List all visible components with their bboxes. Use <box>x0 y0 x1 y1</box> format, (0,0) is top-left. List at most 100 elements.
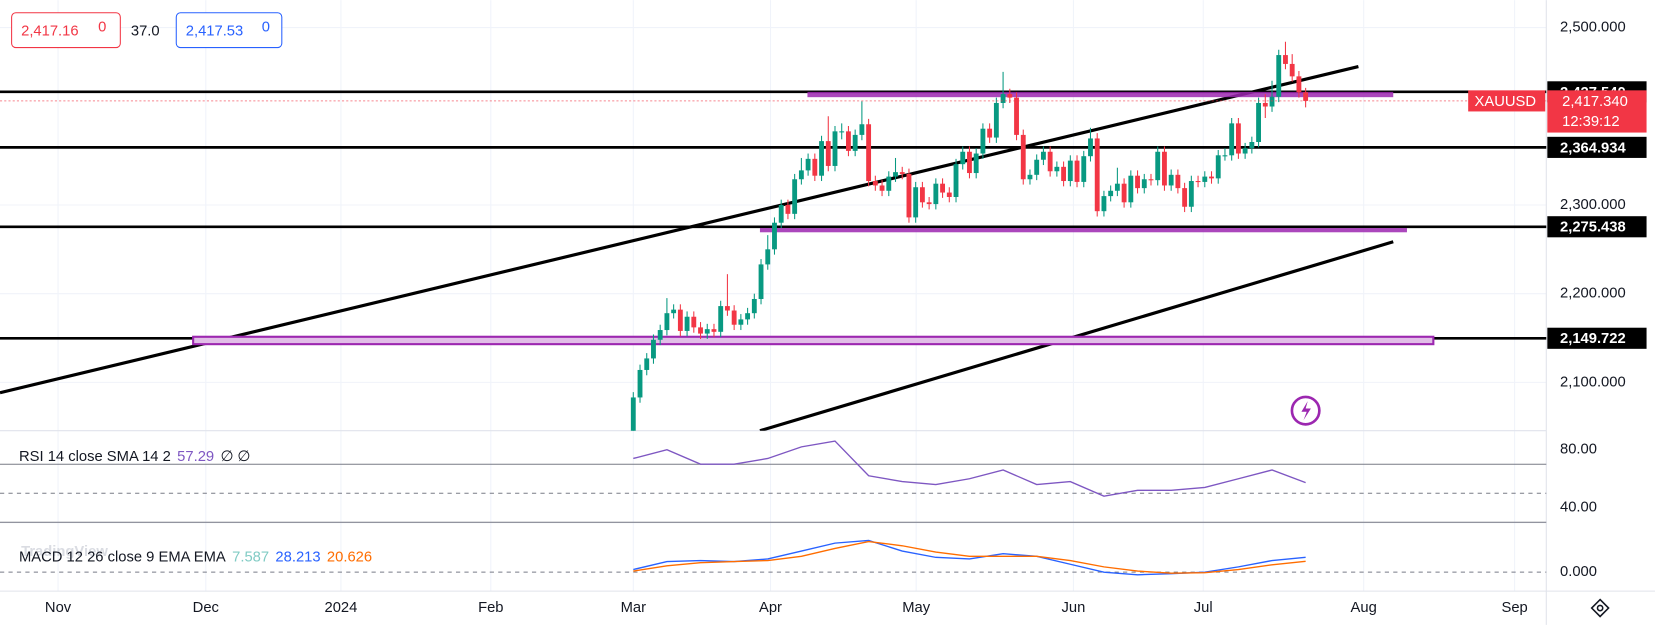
countdown: 12:39:12 <box>1562 114 1619 130</box>
zone <box>759 228 1407 233</box>
legend-part: 20.626 <box>327 549 372 565</box>
zones <box>192 91 1435 346</box>
candle-body <box>1256 102 1261 142</box>
candle-body <box>711 329 717 332</box>
settings-dot <box>1596 604 1604 612</box>
macd-tick-label: 0.000 <box>1560 564 1597 580</box>
event-icon[interactable] <box>1290 395 1321 426</box>
candle-body <box>644 358 650 370</box>
candle-body <box>1283 55 1288 64</box>
rsi-tick-label: 40.00 <box>1560 500 1597 516</box>
candle-body <box>1014 97 1019 135</box>
candle-body <box>718 306 724 332</box>
candle-body <box>1242 148 1248 154</box>
candle-body <box>664 313 670 331</box>
bid-small: 0 <box>98 19 106 35</box>
zone <box>807 91 1394 98</box>
x-tick-label: Feb <box>478 600 503 616</box>
candle-body <box>960 151 966 165</box>
candle-body <box>1121 183 1127 203</box>
candle-body <box>1229 123 1235 156</box>
candle-body <box>1215 155 1221 179</box>
candle-body <box>798 170 804 180</box>
candle-body <box>839 131 845 133</box>
candle-body <box>953 164 959 197</box>
candle-body <box>751 298 757 314</box>
candle-body <box>967 151 972 174</box>
candle-body <box>933 183 939 205</box>
candle-body <box>805 158 811 171</box>
legend-part: MACD 12 26 close 9 EMA EMA <box>19 549 226 565</box>
candle-body <box>973 153 979 174</box>
candle-body <box>758 264 764 299</box>
ask: 2,417.53 <box>186 24 243 40</box>
candle-body <box>1195 181 1201 183</box>
candle-body <box>698 327 703 334</box>
level-label-bg <box>1547 216 1647 238</box>
symbol-label: XAUUSD <box>1475 94 1537 110</box>
candle-body <box>785 204 791 214</box>
legend-part: ∅ ∅ <box>220 449 250 465</box>
ask-small: 0 <box>262 19 270 35</box>
candle-body <box>1000 94 1006 103</box>
candle-body <box>913 187 919 218</box>
grid <box>0 0 1547 592</box>
candle-body <box>1303 92 1309 101</box>
candle-body <box>1141 179 1147 189</box>
candle-body <box>731 310 737 325</box>
candle-body <box>1088 138 1093 157</box>
candle-body <box>1007 94 1013 98</box>
x-tick-label: Sep <box>1501 600 1527 616</box>
candle-body <box>1108 190 1114 197</box>
candle-body <box>704 329 710 334</box>
x-tick-label: May <box>902 600 931 616</box>
level-label: 2,364.934 <box>1560 140 1626 156</box>
legend-part: 7.587 <box>232 549 269 565</box>
settings[interactable] <box>1590 598 1610 618</box>
candle-body <box>745 313 751 320</box>
candle-body <box>825 141 831 166</box>
candle-body <box>1081 156 1087 182</box>
zone <box>192 335 1435 346</box>
y-tick-label: 2,500.000 <box>1560 19 1626 35</box>
rsi-line <box>633 440 1306 497</box>
candle-body <box>919 187 925 203</box>
candle-body <box>906 173 912 218</box>
ask-box[interactable] <box>175 12 283 49</box>
candle-body <box>940 183 945 193</box>
candle-body <box>1188 181 1194 207</box>
candle-body <box>792 179 798 214</box>
x-tick-label: Mar <box>621 600 647 616</box>
candle-body <box>866 124 872 182</box>
x-tick-label: 2024 <box>324 600 357 616</box>
candle-body <box>1101 196 1107 212</box>
candle-body <box>1296 76 1302 93</box>
candle-body <box>637 369 643 398</box>
candle-body <box>1269 96 1275 107</box>
candle-body <box>1047 151 1053 172</box>
candle-body <box>812 158 818 176</box>
candle-body <box>872 181 878 186</box>
candle-body <box>987 128 993 138</box>
candle-body <box>1114 183 1120 191</box>
candle-body <box>852 134 858 151</box>
bid-box[interactable] <box>11 12 121 49</box>
candle-body <box>1074 160 1080 182</box>
candle-body <box>879 185 885 191</box>
candle-body <box>1040 151 1046 160</box>
rsi-tick-label: 80.00 <box>1560 442 1597 458</box>
x-tick-label: Dec <box>193 600 219 616</box>
candle-body <box>1027 174 1033 180</box>
candle-body <box>765 249 771 265</box>
candle-body <box>993 102 999 138</box>
candle-body <box>859 124 865 135</box>
candle-body <box>1061 166 1067 182</box>
candle-body <box>899 172 905 174</box>
candle-body <box>724 306 730 311</box>
candle-body <box>926 202 932 205</box>
candle-body <box>651 339 656 359</box>
candle-body <box>1202 176 1208 182</box>
last-price-label: 2,417.340 <box>1562 94 1628 110</box>
